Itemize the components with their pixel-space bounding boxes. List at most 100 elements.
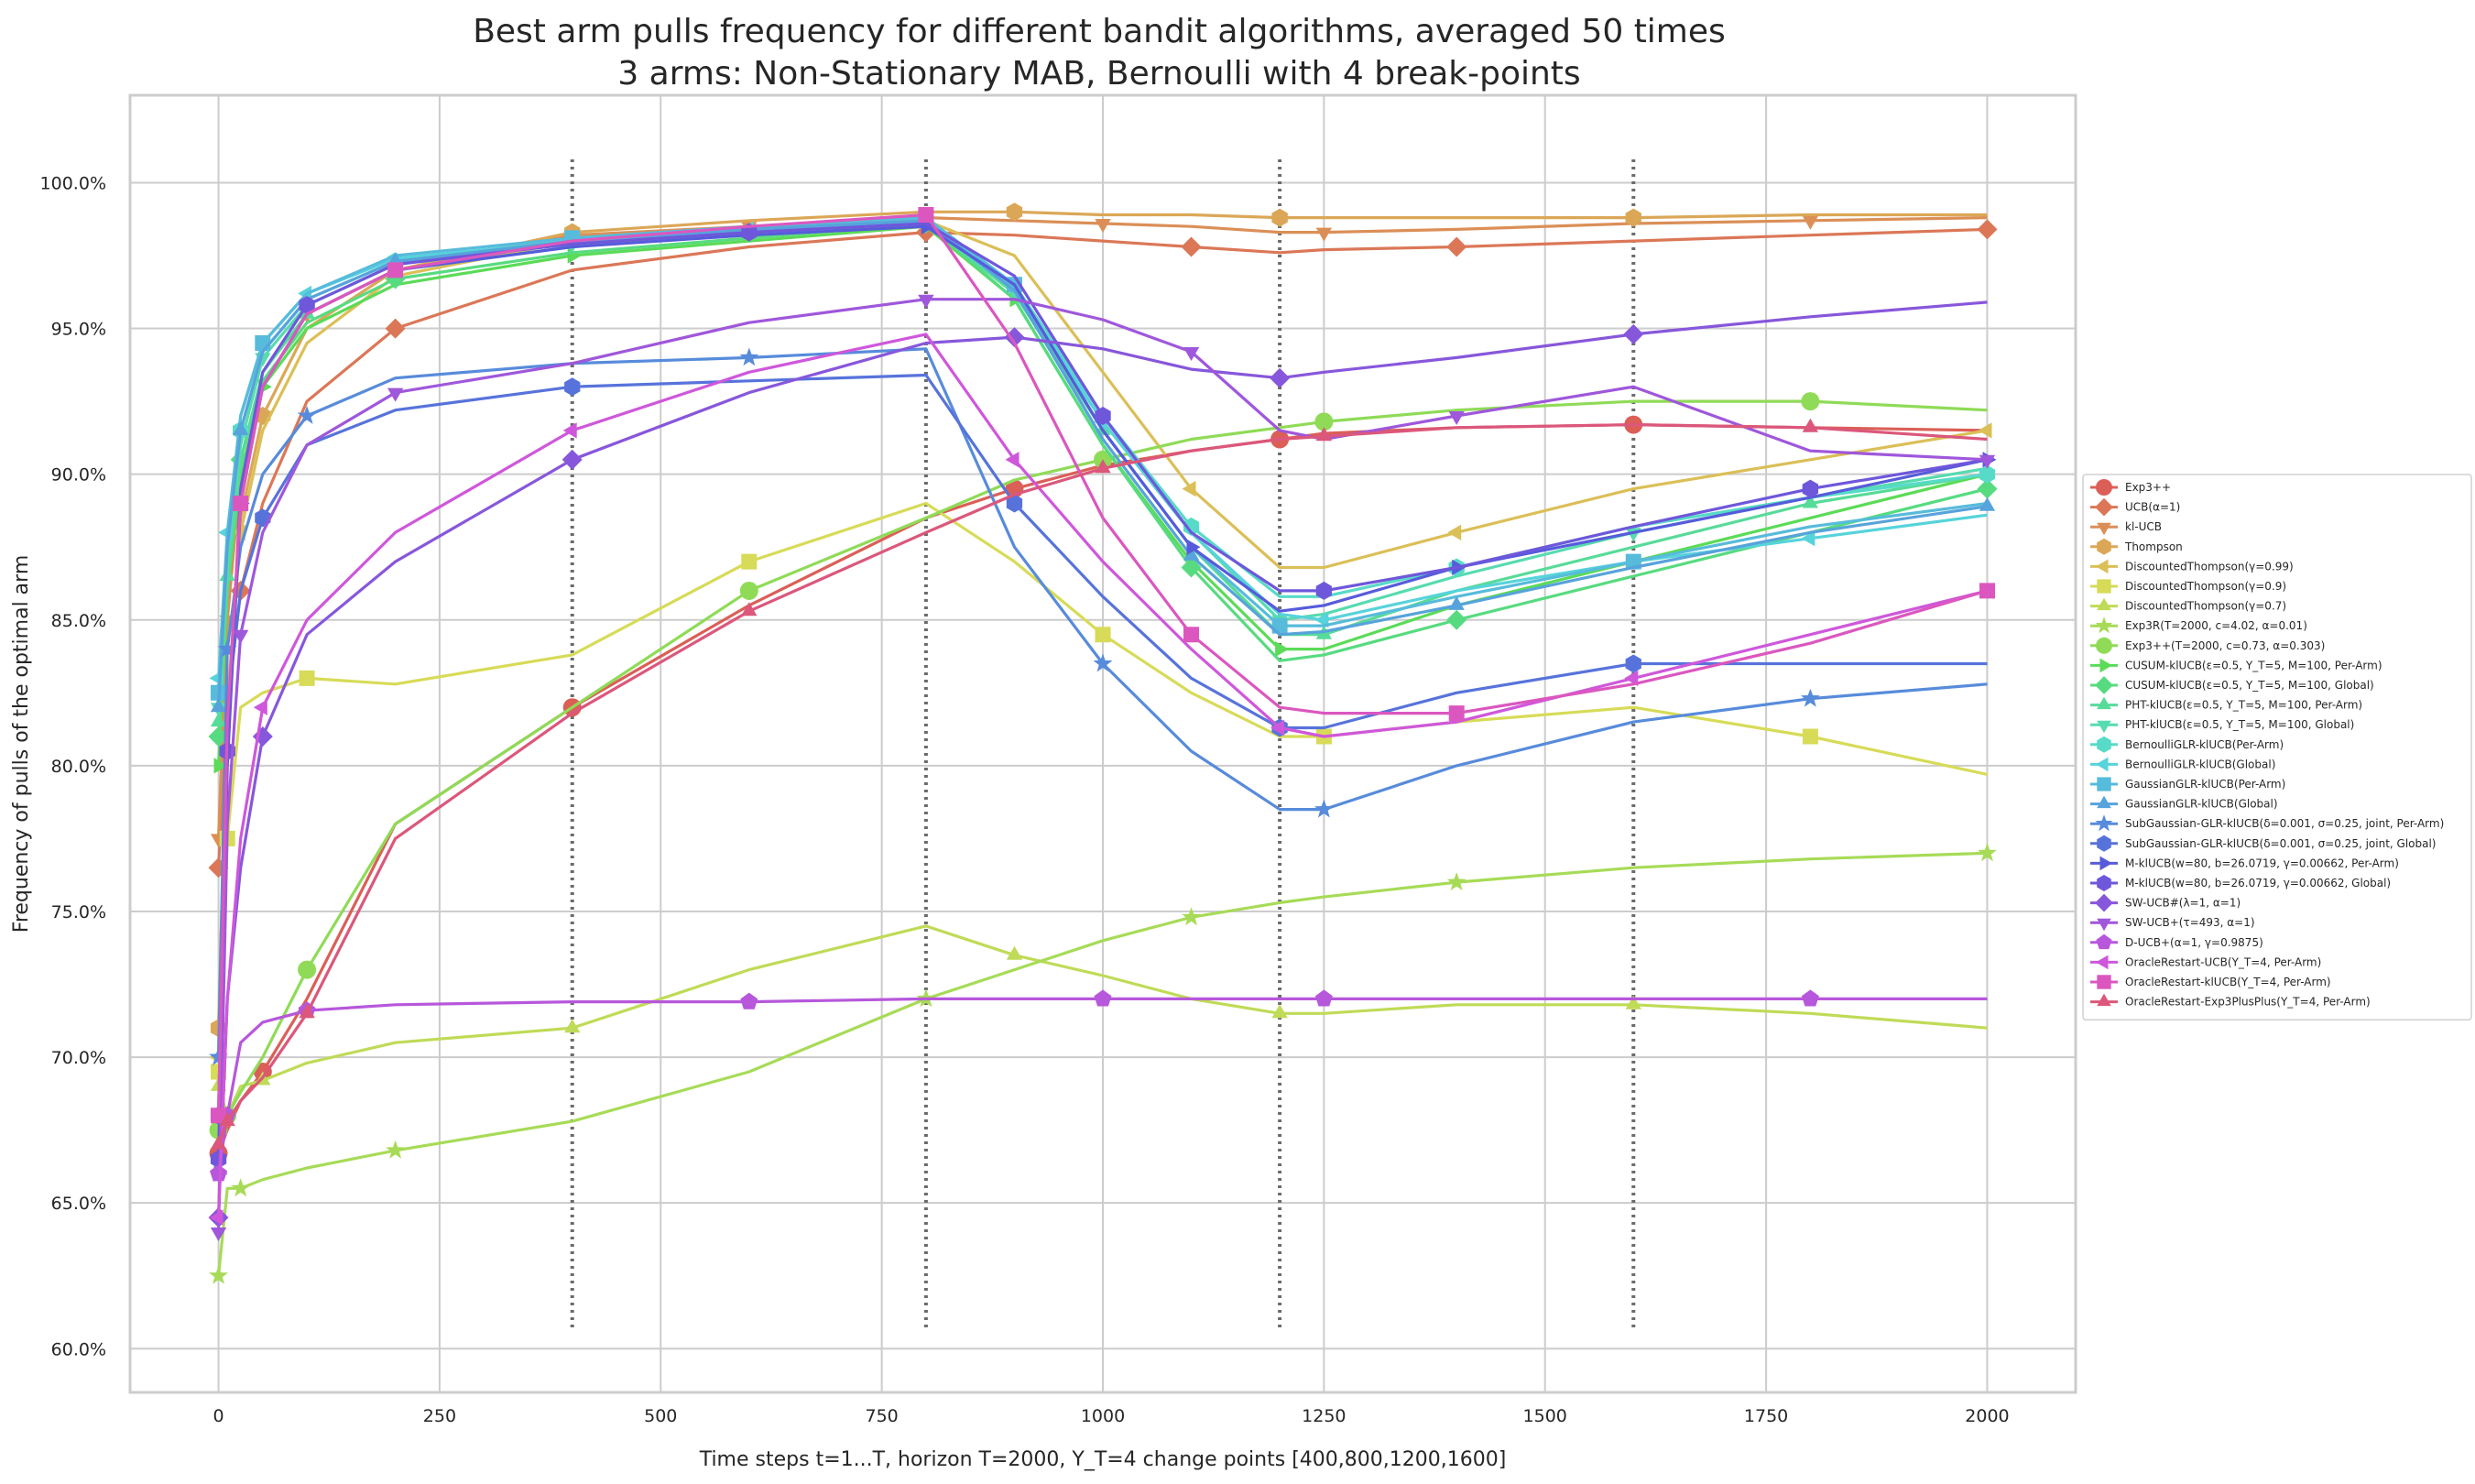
data-point	[1181, 236, 1202, 257]
legend-marker	[2097, 579, 2111, 594]
legend-label: Thompson	[2124, 540, 2183, 553]
legend-item: OracleRestart-klUCB(Υ_T=4, Per-Arm)	[2090, 975, 2331, 989]
breakpoint-lines	[570, 159, 1636, 1332]
data-point	[233, 420, 249, 435]
legend-item: BernoulliGLR-klUCB(Per-Arm)	[2090, 736, 2284, 753]
legend-item: kl-UCB	[2090, 520, 2162, 536]
data-point	[1314, 412, 1334, 431]
data-point	[1314, 989, 1333, 1007]
data-point	[741, 602, 758, 617]
data-point	[1315, 581, 1332, 600]
legend-marker	[2097, 777, 2111, 791]
data-point	[1979, 464, 1996, 484]
data-point	[210, 698, 227, 713]
series-line	[217, 399, 1988, 1131]
data-point	[386, 1140, 406, 1159]
data-point	[1271, 208, 1288, 227]
data-point	[1006, 202, 1023, 222]
legend-marker	[2099, 658, 2112, 673]
series-line	[216, 222, 1988, 1160]
data-point	[233, 629, 249, 644]
chart-title-line2: 3 arms: Non-Stationary MAB, Bernoulli wi…	[617, 55, 1580, 93]
data-point	[1801, 392, 1820, 411]
data-point	[1446, 872, 1466, 890]
legend-item: OracleRestart-UCB(Υ_T=4, Per-Arm)	[2090, 955, 2321, 970]
data-point	[233, 496, 249, 511]
legend-item: CUSUM-klUCB(ε=0.5, Υ_T=5, M=100, Global)	[2090, 676, 2374, 694]
legend-label: M-klUCB(w=80, b=26.0719, γ=0.00662, Per-…	[2125, 857, 2399, 869]
legend-marker	[2097, 918, 2111, 932]
data-point	[209, 1209, 224, 1226]
data-point	[1625, 208, 1641, 227]
x-tick-label: 250	[423, 1406, 456, 1426]
data-point	[210, 1135, 227, 1150]
data-point	[217, 638, 237, 658]
data-point	[1624, 670, 1639, 687]
legend-label: DiscountedThompson(γ=0.99)	[2125, 560, 2294, 573]
data-point	[1095, 407, 1111, 425]
series-27	[210, 418, 1988, 1150]
y-tick-label: 65.0%	[51, 1194, 106, 1214]
data-point	[299, 1004, 315, 1019]
data-point	[1977, 478, 1998, 499]
x-tick-label: 1500	[1523, 1406, 1567, 1426]
legend-label: D-UCB+(α=1, γ=0.9875)	[2125, 936, 2263, 949]
data-point	[562, 422, 577, 439]
y-tick-label: 85.0%	[51, 611, 106, 631]
data-point	[739, 581, 758, 600]
legend-item: SubGaussian-GLR-klUCB(δ=0.001, σ=0.25, j…	[2090, 814, 2444, 832]
legend-label: SW-UCB#(λ=1, α=1)	[2125, 897, 2241, 910]
legend-marker	[2097, 522, 2111, 536]
data-point	[1801, 530, 1815, 547]
legend-marker	[2097, 720, 2111, 734]
legend-label: Exp3R(T=2000, c=4.02, α=0.01)	[2125, 619, 2307, 632]
legend-marker	[2097, 975, 2111, 989]
data-point	[1979, 454, 1996, 469]
data-point	[1802, 728, 1818, 745]
legend-label: OracleRestart-UCB(Υ_T=4, Per-Arm)	[2125, 955, 2321, 968]
data-point	[210, 713, 227, 727]
legend-item: Exp3R(T=2000, c=4.02, α=0.01)	[2090, 617, 2307, 634]
data-point	[1095, 627, 1111, 643]
y-tick-label: 60.0%	[51, 1339, 106, 1359]
data-point	[1448, 411, 1465, 425]
legend-marker	[2096, 479, 2112, 496]
legend-marker	[2096, 933, 2112, 950]
x-tick-label: 750	[866, 1406, 899, 1426]
data-point	[1977, 219, 1998, 240]
legend-item: BernoulliGLR-klUCB(Global)	[2090, 757, 2275, 772]
data-point	[1095, 219, 1111, 233]
legend-box	[2082, 474, 2472, 1020]
legend-label: DiscountedThompson(γ=0.9)	[2125, 580, 2286, 593]
data-point	[231, 1178, 251, 1197]
legend-marker	[2095, 893, 2113, 912]
data-point	[918, 207, 934, 223]
data-point	[1275, 640, 1290, 658]
x-tick-label: 500	[644, 1406, 677, 1426]
data-point	[1978, 422, 1992, 439]
legend-label: SW-UCB+(τ=493, α=1)	[2125, 916, 2255, 929]
series-26	[211, 207, 1995, 1124]
y-tick-label: 100.0%	[40, 173, 106, 193]
series-line	[216, 851, 1988, 1276]
legend-item: OracleRestart-Exp3PlusPlus(Υ_T=4, Per-Ar…	[2090, 993, 2371, 1009]
legend-marker	[2097, 597, 2111, 611]
data-point	[1315, 227, 1332, 242]
y-tick-label: 90.0%	[51, 465, 106, 486]
series-line	[216, 210, 1988, 1029]
legend-marker	[2095, 497, 2113, 517]
legend-label: CUSUM-klUCB(ε=0.5, Υ_T=5, M=100, Per-Arm…	[2125, 659, 2382, 671]
data-point	[1270, 367, 1291, 388]
data-point	[213, 758, 228, 774]
data-point	[298, 960, 317, 979]
data-point	[1005, 452, 1019, 468]
data-point	[740, 992, 758, 1009]
legend-item: DiscountedThompson(γ=0.9)	[2090, 579, 2286, 594]
series-line	[216, 219, 1988, 1058]
legend-label: GaussianGLR-klUCB(Global)	[2125, 798, 2278, 811]
data-point	[1448, 705, 1465, 722]
legend-item: SubGaussian-GLR-klUCB(δ=0.001, σ=0.25, j…	[2090, 835, 2437, 852]
legend-item: Thompson	[2090, 538, 2183, 555]
data-point	[1800, 688, 1820, 707]
data-point	[1183, 627, 1199, 643]
